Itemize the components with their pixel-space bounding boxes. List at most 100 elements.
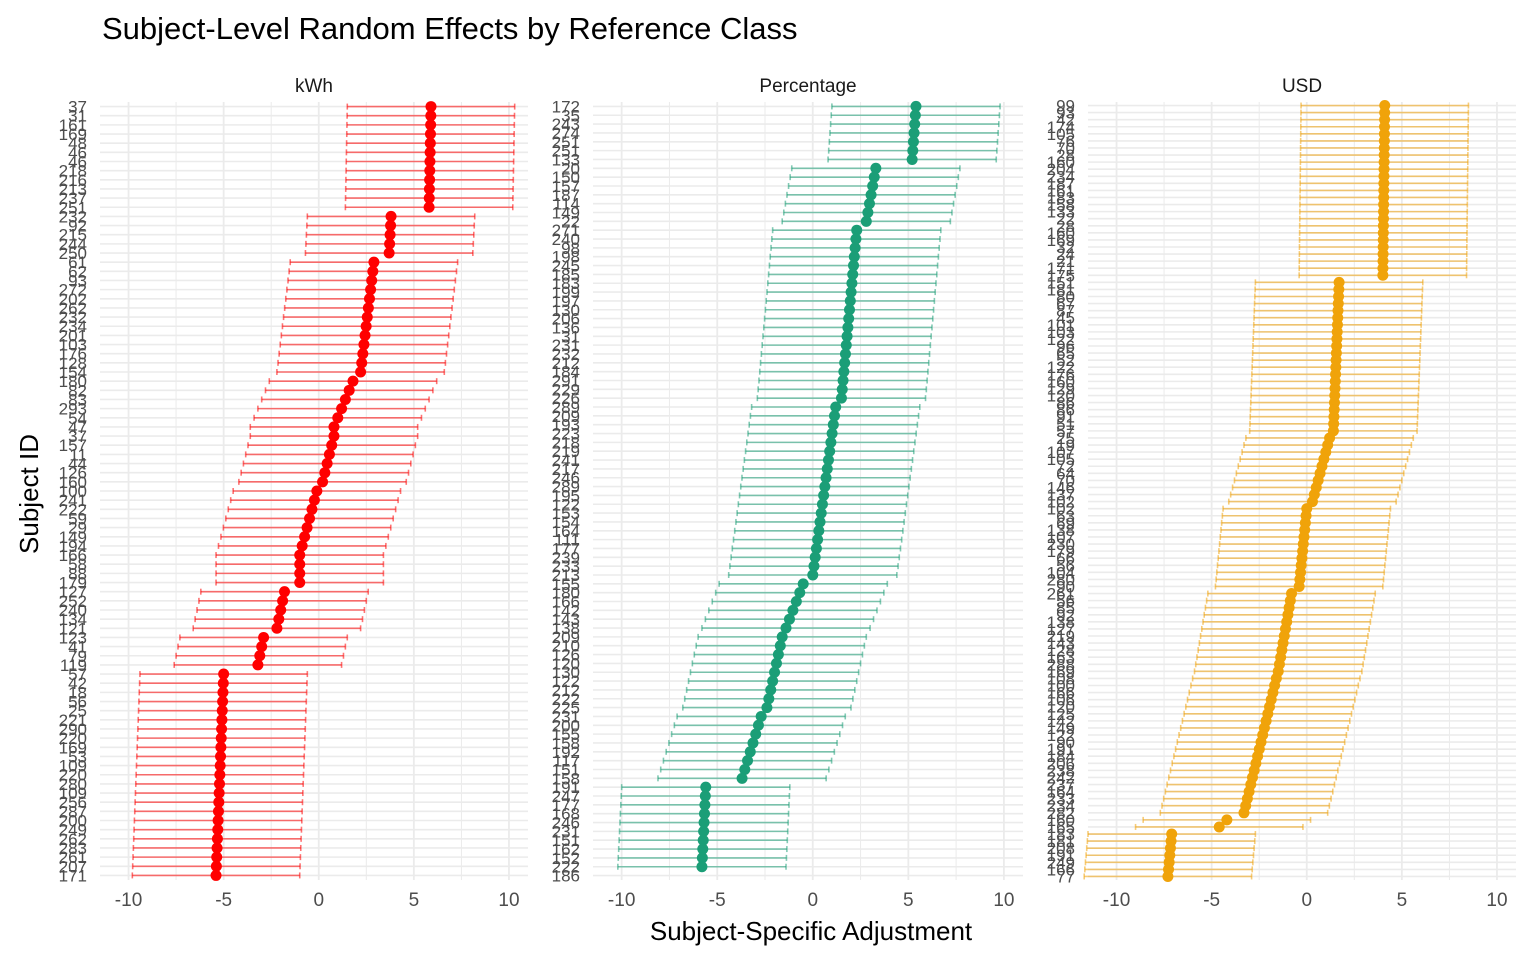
y-tick-label: 31 xyxy=(68,107,87,126)
data-point xyxy=(383,247,395,259)
y-tick-label: 169 xyxy=(59,125,87,144)
y-tick-label: 123 xyxy=(59,628,87,647)
y-tick-label: 213 xyxy=(552,566,580,585)
y-tick-label: 11 xyxy=(69,445,87,464)
y-tick-label: 90 xyxy=(1056,733,1075,752)
y-tick-label: 194 xyxy=(59,537,87,556)
y-tick-label: 202 xyxy=(59,290,87,309)
y-tick-label: 250 xyxy=(59,244,87,263)
y-tick-label: 107 xyxy=(1047,528,1075,547)
data-point xyxy=(425,110,437,122)
data-point xyxy=(424,137,436,149)
y-tick-label: 198 xyxy=(552,248,580,267)
data-point xyxy=(1221,814,1233,826)
data-point xyxy=(1213,821,1225,833)
data-point xyxy=(424,146,436,158)
y-tick-label: 160 xyxy=(1047,224,1075,243)
y-tick-label: 44 xyxy=(68,455,87,474)
data-point xyxy=(907,136,919,148)
y-tick-label: 85 xyxy=(1056,599,1075,618)
y-tick-label: 218 xyxy=(552,433,580,452)
data-point xyxy=(299,531,311,543)
y-tick-label: 35 xyxy=(561,106,580,125)
y-tick-label: 77 xyxy=(1056,867,1075,886)
data-point xyxy=(339,393,351,405)
data-point xyxy=(739,763,751,775)
y-tick-label: 24 xyxy=(1056,245,1075,264)
y-tick-label: 174 xyxy=(1047,118,1075,137)
y-tick-label: 48 xyxy=(68,134,87,153)
y-tick-label: 158 xyxy=(552,734,580,753)
y-tick-label: 86 xyxy=(1056,401,1075,420)
y-tick-label: 92 xyxy=(1056,606,1075,625)
data-point xyxy=(770,657,782,669)
y-tick-label: 249 xyxy=(59,821,87,840)
data-point xyxy=(216,705,228,717)
y-tick-label: 142 xyxy=(552,601,580,620)
y-tick-label: 208 xyxy=(1047,839,1075,858)
x-tick-label: -5 xyxy=(215,890,232,911)
y-tick-label: 240 xyxy=(552,230,580,249)
y-tick-label: 160 xyxy=(1047,372,1075,391)
data-point xyxy=(360,320,372,332)
y-tick-label: 166 xyxy=(1047,684,1075,703)
y-tick-label: 176 xyxy=(1047,365,1075,384)
y-tick-label: 157 xyxy=(552,177,580,196)
y-tick-label: 25 xyxy=(1056,429,1075,448)
y-tick-label: 191 xyxy=(1047,846,1075,865)
y-tick-label: 122 xyxy=(1047,330,1075,349)
data-point xyxy=(424,165,436,177)
data-point xyxy=(294,549,306,561)
y-tick-label: 37 xyxy=(68,98,87,117)
y-tick-label: 207 xyxy=(59,857,87,876)
data-point xyxy=(328,430,340,442)
y-tick-label: 122 xyxy=(1047,726,1075,745)
y-tick-label: 146 xyxy=(1047,478,1075,497)
y-tick-label: 243 xyxy=(552,115,580,134)
y-tick-label: 98 xyxy=(561,239,580,258)
data-point xyxy=(210,869,222,881)
data-point xyxy=(216,714,228,726)
data-point xyxy=(275,604,287,616)
y-tick-label: 63 xyxy=(1056,507,1075,526)
y-tick-label: 88 xyxy=(68,564,87,583)
data-point xyxy=(217,686,229,698)
y-tick-label: 137 xyxy=(1047,486,1075,505)
y-tick-label: 29 xyxy=(68,519,87,538)
y-tick-label: 193 xyxy=(552,416,580,435)
data-point xyxy=(215,741,227,753)
y-tick-label: 280 xyxy=(59,775,87,794)
y-tick-label: 160 xyxy=(59,473,87,492)
data-point xyxy=(744,746,756,758)
y-tick-label: 201 xyxy=(59,326,87,345)
y-tick-label: 241 xyxy=(552,451,580,470)
y-tick-label: 158 xyxy=(552,769,580,788)
data-point xyxy=(830,401,842,413)
data-point xyxy=(750,728,762,740)
x-tick-label: 5 xyxy=(1397,890,1408,911)
y-tick-label: 138 xyxy=(552,619,580,638)
y-tick-label: 100 xyxy=(1047,677,1075,696)
data-point xyxy=(358,339,370,351)
y-tick-label: 184 xyxy=(552,363,580,382)
y-tick-label: 161 xyxy=(1047,181,1075,200)
data-point xyxy=(809,551,821,563)
y-tick-label: 45 xyxy=(1056,309,1075,328)
y-tick-label: 142 xyxy=(1047,712,1075,731)
y-tick-label: 52 xyxy=(1056,351,1075,370)
y-tick-label: 114 xyxy=(553,195,580,214)
data-point xyxy=(385,220,397,232)
y-tick-label: 246 xyxy=(552,469,580,488)
data-point xyxy=(736,772,748,784)
y-tick-label: 212 xyxy=(552,354,580,373)
y-tick-label: 149 xyxy=(552,204,580,223)
y-tick-label: 149 xyxy=(59,528,87,547)
facet-label: USD xyxy=(1282,76,1322,97)
y-tick-label: 180 xyxy=(552,584,580,603)
y-tick-label: 157 xyxy=(59,436,87,455)
y-tick-label: 32 xyxy=(1056,238,1075,257)
panel-percentage: Percentage-10 -5 0 5 10172352432742512511332… xyxy=(552,76,1023,911)
y-tick-label: 291 xyxy=(552,371,580,390)
y-tick-label: 128 xyxy=(1047,641,1075,660)
